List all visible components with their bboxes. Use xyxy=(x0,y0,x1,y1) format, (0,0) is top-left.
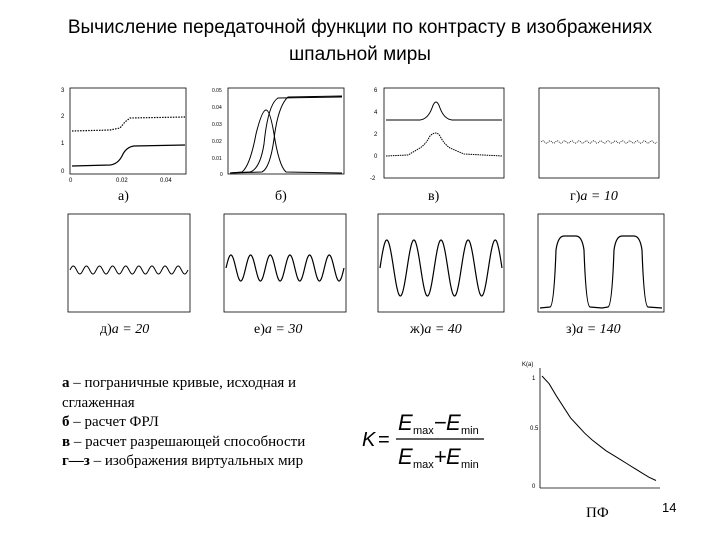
caption-a: а) xyxy=(118,189,129,204)
plot-g xyxy=(538,87,660,179)
plot-b: 0.05 0.04 0.03 0.02 0.01 0 xyxy=(212,87,345,178)
plot-b-ytick: 0 xyxy=(220,172,223,178)
legend-text: а – пограничные кривые, исходная и сглаж… xyxy=(62,374,392,472)
plot-b-ytick: 0.02 xyxy=(212,139,222,145)
plot-g-pattern-curve xyxy=(540,140,658,144)
legend-line-a-cont: сглаженная xyxy=(62,394,135,411)
svg-text:min: min xyxy=(461,425,479,437)
svg-text:+: + xyxy=(434,444,447,469)
caption-v: в) xyxy=(428,189,440,204)
plot-v: 6 4 2 0 -2 xyxy=(370,87,505,182)
svg-text:max: max xyxy=(413,425,434,437)
plot-v-ytick: 0 xyxy=(374,154,378,160)
mtf-chart: K(a) 1 0.5 0 xyxy=(522,362,660,490)
page-number: 14 xyxy=(662,500,677,515)
legend-line-v: в – расчет разрешающей способности xyxy=(62,433,306,450)
plot-b-edge-curve xyxy=(229,96,343,174)
caption-g: г)a = 10 xyxy=(570,189,618,204)
plot-v-ytick: 6 xyxy=(374,88,378,94)
plot-v-ytick: 2 xyxy=(374,132,378,138)
plot-a: 3 2 1 0 0 0.02 0.04 xyxy=(61,87,187,184)
plot-v-ytick: -2 xyxy=(370,176,376,182)
plot-zh-pattern-curve xyxy=(379,239,503,297)
mtf-x-label: ПФ xyxy=(586,505,609,521)
mtf-y-tick: 1 xyxy=(532,376,536,382)
svg-text:E: E xyxy=(398,410,413,435)
plot-a-xtick: 0.02 xyxy=(116,178,128,184)
plot-z xyxy=(537,213,665,313)
svg-text:E: E xyxy=(446,444,461,469)
caption-z: з)a = 140 xyxy=(566,322,621,337)
title-line-1: Вычисление передаточной функции по контр… xyxy=(67,17,653,38)
plot-b-ytick: 0.04 xyxy=(212,105,222,111)
plot-a-smoothed-curve xyxy=(71,144,186,167)
plot-zh xyxy=(377,213,505,313)
slide-title: Вычисление передаточной функции по контр… xyxy=(0,14,720,68)
plot-e-pattern-curve xyxy=(225,254,345,282)
plot-v-ytick: 4 xyxy=(374,110,378,116)
svg-text:E: E xyxy=(398,444,413,469)
plot-b-ytick: 0.01 xyxy=(212,156,222,162)
plot-z-pattern-curve xyxy=(539,235,663,309)
svg-text:−: − xyxy=(434,410,447,435)
plot-d xyxy=(67,213,191,313)
legend-line-gz: г—з – изображения виртуальных мир xyxy=(62,453,304,469)
caption-d: д)a = 20 xyxy=(100,322,150,337)
mtf-y-tick: 0 xyxy=(532,484,536,490)
plot-v-upper-curve xyxy=(386,101,502,121)
svg-text:max: max xyxy=(413,459,434,471)
caption-zh: ж)a = 40 xyxy=(410,322,462,337)
formula-lhs: K xyxy=(362,429,377,451)
plot-a-ytick: 3 xyxy=(61,88,65,94)
plot-b-lsf-peak xyxy=(229,109,343,174)
plot-d-pattern-curve xyxy=(69,265,189,275)
plot-b-ytick: 0.03 xyxy=(212,122,222,128)
plot-a-original-curve xyxy=(71,116,186,132)
mtf-y-label: K(a) xyxy=(522,362,533,368)
svg-text:E: E xyxy=(446,410,461,435)
caption-b: б) xyxy=(275,189,287,204)
plot-e xyxy=(223,213,347,313)
plot-a-ytick: 1 xyxy=(61,141,65,147)
title-line-2: шпальной миры xyxy=(289,44,431,65)
legend-line-b: б – расчет ФРЛ xyxy=(62,414,159,430)
caption-e: е)a = 30 xyxy=(254,322,303,337)
mtf-y-tick: 0.5 xyxy=(530,426,539,432)
formula-eq: = xyxy=(378,429,390,451)
plot-b-edge-curve-2 xyxy=(229,95,343,174)
legend-line-a: а – пограничные кривые, исходная и xyxy=(62,375,297,391)
plot-a-ytick: 0 xyxy=(61,169,65,175)
plot-v-lower-curve xyxy=(385,132,503,157)
plot-a-xtick: 0 xyxy=(69,178,73,184)
plot-b-ytick: 0.05 xyxy=(212,88,222,94)
plot-a-xtick: 0.04 xyxy=(160,178,172,184)
plot-a-ytick: 2 xyxy=(61,114,65,120)
mtf-curve xyxy=(541,375,657,481)
svg-text:min: min xyxy=(461,459,479,471)
contrast-formula: K = E max − E min E max + E min xyxy=(362,410,484,471)
